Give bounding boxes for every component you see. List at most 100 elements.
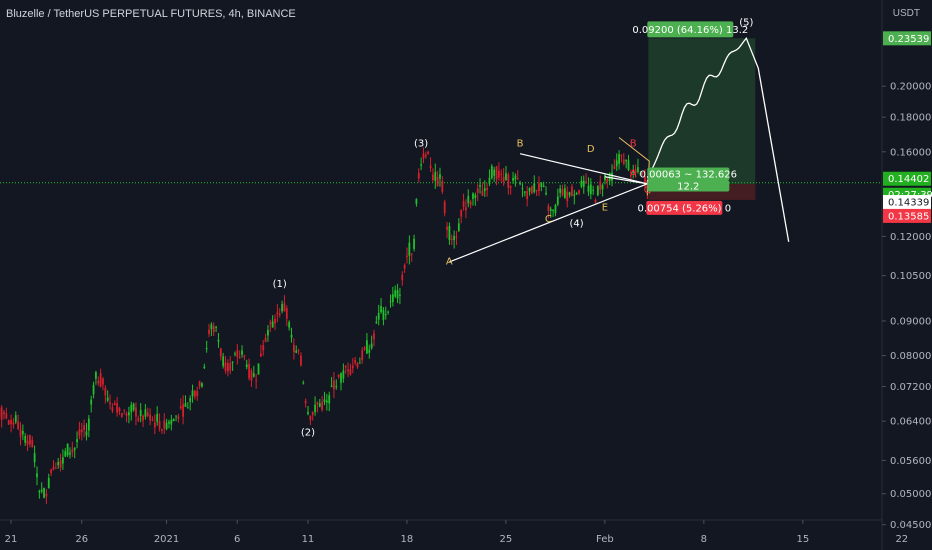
candle-body: [304, 400, 307, 404]
candle-body: [210, 324, 213, 330]
candle-body: [604, 174, 606, 181]
candle-body: [571, 186, 573, 197]
candle-body: [561, 189, 564, 196]
x-tick-label: 15: [796, 534, 809, 545]
candle-body: [179, 405, 182, 409]
price-tag-target: 0.23539: [883, 31, 931, 46]
candle-body: [208, 329, 210, 334]
candle-body: [316, 402, 319, 405]
candle-body: [109, 402, 111, 405]
candle-body: [85, 431, 88, 436]
candle-body: [589, 184, 592, 195]
candle-body: [234, 353, 236, 355]
candle-body: [76, 439, 78, 443]
candle-body: [488, 177, 491, 184]
candle-body: [568, 192, 571, 196]
candle-body: [361, 350, 364, 361]
candle-body: [19, 429, 22, 437]
candle-body: [344, 365, 347, 368]
stop-label-bg: [646, 200, 723, 215]
candle-body: [257, 363, 260, 375]
candle-body: [309, 416, 312, 420]
candle-body: [436, 176, 439, 187]
candle-body: [17, 421, 20, 429]
candle-body: [38, 490, 41, 493]
y-tick-label: 0.08000: [890, 351, 931, 362]
candle-body: [182, 403, 185, 417]
candle-body: [283, 303, 286, 312]
y-axis: 0.20000 0.18000 0.16000 0.12000 0.10500 0.090…: [882, 82, 931, 531]
wave-label: A: [446, 257, 453, 268]
candle-body: [102, 378, 104, 385]
candle-body: [512, 177, 514, 181]
candle-body: [262, 344, 265, 351]
candle-body: [523, 191, 526, 193]
candle-body: [0, 407, 3, 420]
wave-label: (2): [301, 427, 315, 438]
price-tag-current: 0.14402: [883, 171, 931, 186]
target-label-text: 0.09200 (64.16%) 13.2: [632, 25, 748, 36]
y-tick-label: 0.18000: [890, 113, 931, 124]
candle-body: [248, 363, 250, 379]
candle-body: [62, 457, 64, 464]
candle-body: [408, 242, 411, 256]
candle-body: [217, 339, 220, 342]
candle-body: [276, 312, 279, 315]
candle-body: [271, 321, 274, 328]
candle-body: [601, 184, 604, 190]
candle-body: [128, 412, 130, 416]
candle-body: [97, 380, 100, 384]
candle-body: [132, 403, 135, 410]
candle-body: [29, 434, 31, 445]
candle-body: [189, 398, 192, 402]
candle-body: [288, 322, 291, 328]
candle-body: [486, 188, 489, 190]
candle-body: [307, 411, 309, 414]
wave-label: B: [630, 138, 637, 149]
candle-body: [474, 194, 477, 198]
candle-body: [300, 355, 302, 366]
candle-body: [31, 440, 34, 447]
candle-body: [106, 397, 109, 401]
candle-body: [297, 349, 300, 351]
candle-body: [441, 180, 444, 192]
candle-body: [363, 347, 366, 350]
candle-body: [325, 400, 328, 403]
candle-body: [24, 436, 27, 443]
candle-body: [269, 322, 272, 325]
candle-body: [151, 419, 154, 421]
candle-body: [245, 364, 248, 368]
candle-body: [323, 399, 326, 402]
inner-trendline: [604, 176, 648, 185]
upper-trendline: [519, 153, 648, 185]
wave-label: C: [644, 185, 651, 196]
candle-body: [10, 420, 12, 424]
candle-body: [450, 238, 453, 240]
candle-body: [521, 188, 524, 190]
candle-body: [191, 390, 194, 397]
candle-body: [87, 418, 90, 431]
candle-body: [201, 383, 203, 387]
candle-body: [427, 151, 430, 155]
stop-label-text: 0.00754 (5.26%) 0: [637, 203, 731, 214]
candle-body: [314, 404, 316, 413]
position-info: 0.00063 ~ 132.626: [640, 167, 737, 181]
candle-body: [613, 166, 616, 170]
candle-body: [156, 413, 159, 422]
candle-body: [137, 418, 140, 421]
candle-body: [255, 380, 258, 382]
candle-body: [120, 413, 123, 417]
candle-body: [5, 413, 8, 419]
candle-body: [552, 210, 555, 212]
candle-body: [252, 373, 255, 377]
candle-body: [587, 185, 590, 192]
candle-body: [33, 453, 36, 463]
candle-body: [375, 321, 378, 324]
axis-unit: USDT: [892, 8, 920, 19]
candle-body: [349, 369, 352, 375]
candle-body: [432, 174, 434, 181]
candle-body: [634, 169, 637, 173]
candle-body: [453, 236, 456, 241]
